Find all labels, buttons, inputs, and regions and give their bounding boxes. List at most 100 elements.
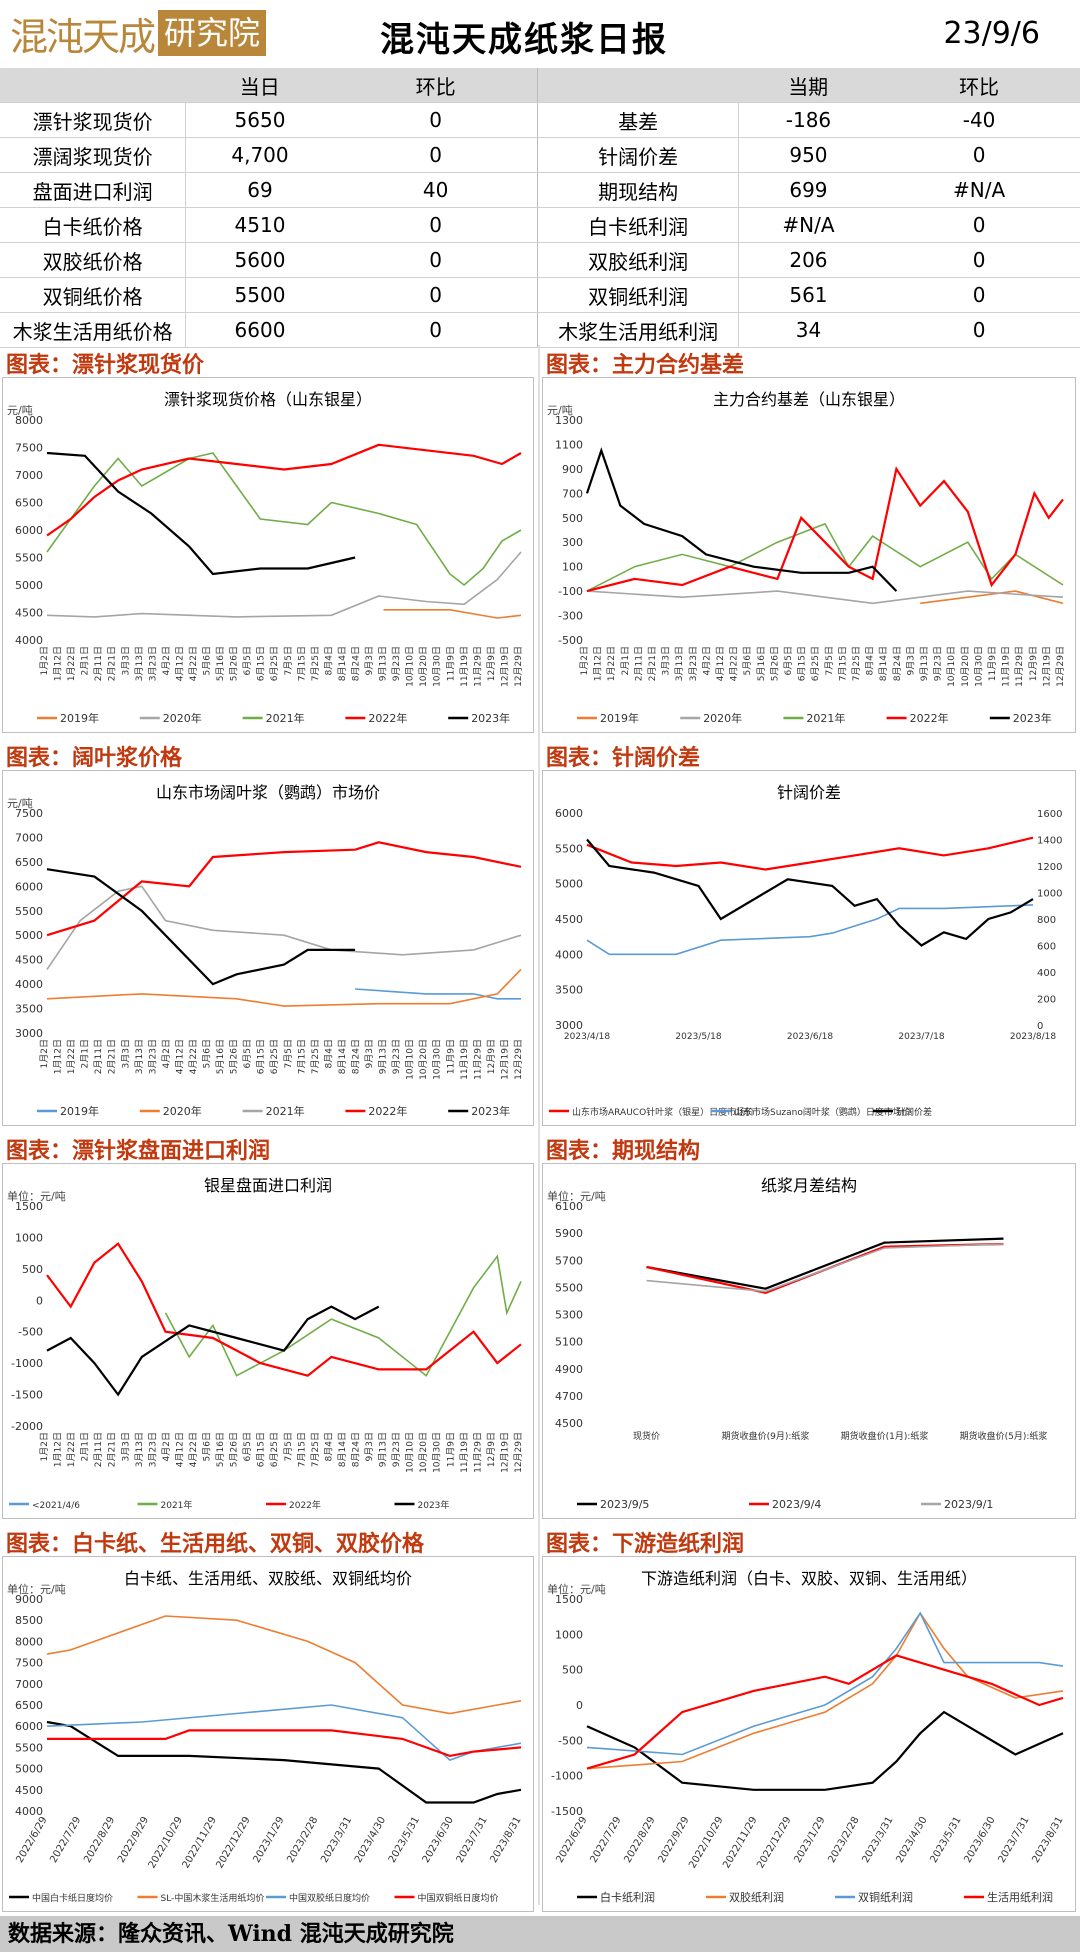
unit-label: 单位：元/吨 — [7, 1583, 66, 1596]
x-tick-label: 2月21日 — [107, 1432, 118, 1467]
legend-label: 双胶纸利润 — [729, 1890, 784, 1904]
legend-label: 2023年 — [471, 711, 510, 725]
stats-row: 木浆生活用纸价格 6600 0 木浆生活用纸利润 34 0 — [0, 312, 1080, 348]
legend-label: 2023/9/1 — [944, 1498, 993, 1511]
x-tick-label: 2月11日 — [93, 1432, 104, 1467]
series-line — [586, 1611, 1064, 1756]
x-tick-label: 5月16日 — [215, 646, 226, 681]
column-divider — [538, 345, 540, 1905]
x-tick-label: 6月15日 — [256, 646, 267, 681]
x-tick-label: 2023/5/18 — [675, 1032, 721, 1042]
legend-label: 白卡纸利润 — [600, 1890, 655, 1904]
legend-label: 2023年 — [418, 1499, 450, 1511]
y-tick-label: 6000 — [15, 1720, 43, 1733]
x-tick-label: 2023/7/31 — [996, 1815, 1031, 1865]
x-tick-label: 12月29日 — [513, 646, 524, 687]
stats-row: 双铜纸价格 5500 0 双铜纸利润 561 0 — [0, 277, 1080, 313]
x-tick-label: 2022/12/29 — [214, 1815, 252, 1870]
chart-title: 下游造纸利润（白卡、双胶、双铜、生活用纸） — [640, 1569, 977, 1588]
y2-tick-label: 1600 — [1037, 809, 1062, 820]
y2-tick-label: 400 — [1037, 968, 1056, 979]
y-tick-label: 5500 — [15, 552, 43, 565]
stats-row: 白卡纸价格 4510 0 白卡纸利润 #N/A 0 — [0, 207, 1080, 243]
x-tick-label: 5月26日 — [229, 1039, 240, 1074]
x-tick-label: 2022/7/29 — [588, 1815, 623, 1865]
y-tick-label: 7000 — [15, 831, 43, 844]
x-tick-label: 4月12日 — [174, 1432, 185, 1467]
stats-row: 双胶纸价格 5600 0 双胶纸利润 206 0 — [0, 242, 1080, 278]
y-tick-label: 1000 — [555, 1628, 583, 1641]
x-tick-label: 8月24日 — [350, 1039, 361, 1074]
stats-body: 漂针浆现货价 5650 0 基差 -186 -40 漂阔浆现货价 4,700 0 针阔价差 950 0… — [0, 102, 1080, 348]
x-tick-label: 11月19日 — [1001, 646, 1012, 687]
x-tick-label: 2023/4/18 — [564, 1032, 610, 1042]
x-tick-label: 1月22日 — [66, 646, 77, 681]
x-tick-label: 1月2日 — [39, 646, 50, 675]
x-tick-label: 8月14日 — [878, 646, 889, 681]
x-tick-label: 1月22日 — [606, 646, 617, 681]
y2-tick-label: 200 — [1037, 995, 1056, 1006]
stats-label: 木浆生活用纸价格 — [0, 312, 187, 348]
x-tick-label: 7月5日 — [824, 646, 835, 675]
x-tick-label: 1月12日 — [53, 1039, 64, 1074]
x-tick-label: 1月12日 — [53, 1432, 64, 1467]
stats-label: 双铜纸价格 — [0, 277, 187, 313]
stats-header-cell: 环比 — [333, 68, 539, 103]
chart-panel-c1: 图表：漂针浆现货价 漂针浆现货价格（山东银星） 元/吨 4000 4500 5000 550… — [0, 345, 538, 735]
legend-label: 山东市场Suzano阔叶浆（鹦鹉）日度市场价 — [734, 1106, 911, 1118]
unit-label: 元/吨 — [7, 797, 33, 810]
y-tick-label: 5700 — [555, 1254, 583, 1267]
stats-value: 950 — [738, 137, 879, 173]
x-tick-label: 10月20日 — [418, 1039, 429, 1080]
y-tick-label: 7000 — [15, 469, 43, 482]
x-tick-label: 12月9日 — [486, 1432, 497, 1467]
series-line — [46, 1615, 522, 1715]
chart-box: 主力合约基差（山东银星） 元/吨 -500 -300 -100 100 300 500 700 9… — [542, 377, 1076, 733]
stats-row: 漂阔浆现货价 4,700 0 针阔价差 950 0 — [0, 137, 1080, 173]
y-tick-label: 1000 — [15, 1231, 43, 1244]
x-tick-label: 8月14日 — [337, 1039, 348, 1074]
x-tick-label: 2022/6/29 — [14, 1815, 49, 1865]
legend-label: 2021年 — [806, 711, 845, 725]
y2-tick-label: 600 — [1037, 942, 1056, 953]
x-tick-label: 12月19日 — [499, 1039, 510, 1080]
y2-tick-label: 1200 — [1037, 862, 1062, 873]
x-tick-label: 9月3日 — [364, 1432, 375, 1461]
chart-panel-c6: 图表：期现结构 纸浆月差结构 单位：元/吨 4500 4700 4900 5100 5300 5… — [540, 1131, 1080, 1521]
series-line — [586, 838, 1034, 947]
x-tick-label: 2022/8/29 — [82, 1815, 117, 1865]
legend-label: 2022年 — [910, 711, 949, 725]
x-tick-label: 3月3日 — [120, 1039, 131, 1068]
y-tick-label: 4500 — [555, 1417, 583, 1430]
y-tick-label: 4500 — [15, 607, 43, 620]
x-tick-label: 2022/10/29 — [147, 1815, 185, 1870]
x-tick-label: 6月15日 — [256, 1039, 267, 1074]
x-tick-label: 8月4日 — [323, 1432, 334, 1461]
x-tick-label: 6月5日 — [242, 1432, 253, 1461]
y-tick-label: 6500 — [15, 1699, 43, 1712]
x-tick-label: 9月13日 — [378, 1432, 389, 1467]
x-tick-label: 1月2日 — [39, 1039, 50, 1068]
x-tick-label: 2023/3/31 — [319, 1815, 354, 1865]
x-category-label: 期货收盘价(1月):纸浆 — [841, 1430, 929, 1442]
x-tick-label: 2023/7/31 — [455, 1815, 490, 1865]
x-tick-label: 2023/3/31 — [860, 1815, 895, 1865]
y-tick-label: 4500 — [555, 913, 583, 926]
chart-title: 主力合约基差（山东银星） — [712, 390, 905, 409]
chart-svg: 4000 4500 5000 5500 6000 6500 7000 7500 8000 8500… — [9, 1593, 524, 1904]
x-tick-label: 6月5日 — [242, 646, 253, 675]
x-tick-label: 1月2日 — [579, 646, 590, 675]
y-tick-label: 6100 — [555, 1200, 583, 1213]
stats-value: 4510 — [185, 207, 334, 243]
stats-value: 0 — [878, 277, 1080, 313]
y-tick-label: -300 — [558, 610, 583, 623]
y-tick-label: 1500 — [15, 1200, 43, 1213]
stats-value: 0 — [878, 312, 1080, 348]
series-line — [46, 1720, 522, 1804]
x-tick-label: 5月26日 — [769, 646, 780, 681]
chart-box: 纸浆月差结构 单位：元/吨 4500 4700 4900 5100 5300 5500 5700… — [542, 1163, 1076, 1519]
legend-label: 中国双铜纸日度均价 — [418, 1892, 499, 1904]
y-tick-label: 6500 — [15, 856, 43, 869]
x-tick-label: 5月6日 — [202, 646, 213, 675]
